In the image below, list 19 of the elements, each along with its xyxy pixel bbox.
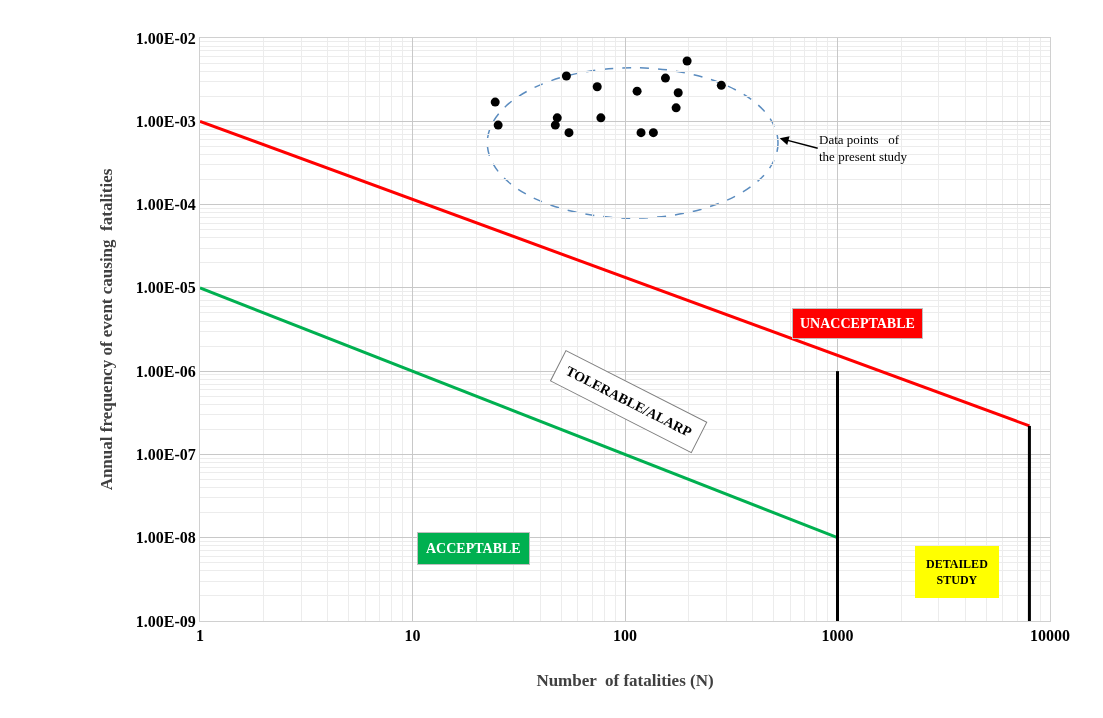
y-axis-title: Annual frequency of event causing fatalities — [97, 168, 117, 491]
y-tick-label: 1.00E-07 — [135, 446, 196, 464]
y-tick-label: 1.00E-06 — [135, 362, 196, 380]
x-tick-label: 100 — [613, 627, 637, 645]
x-tick-label: 10000 — [1030, 627, 1070, 645]
x-tick-label: 1 — [196, 627, 204, 645]
annotation: ACCEPTABLE — [426, 541, 521, 556]
y-tick-label: 1.00E-02 — [135, 29, 196, 47]
y-tick-label: 1.00E-04 — [135, 196, 196, 214]
x-tick-label: 10 — [404, 627, 421, 645]
x-axis-title: Number of fatalities (N) — [536, 670, 714, 690]
x-tick-label: 1000 — [821, 627, 854, 645]
y-tick-label: 1.00E-03 — [135, 112, 196, 130]
annotation: Data points of the present study — [819, 132, 908, 164]
annotation: DETAILED STUDY — [926, 557, 989, 587]
y-tick-label: 1.00E-05 — [135, 279, 196, 297]
y-tick-label: 1.00E-08 — [135, 529, 196, 547]
y-tick-label: 1.00E-09 — [135, 612, 196, 630]
annotation: UNACCEPTABLE — [800, 316, 915, 331]
